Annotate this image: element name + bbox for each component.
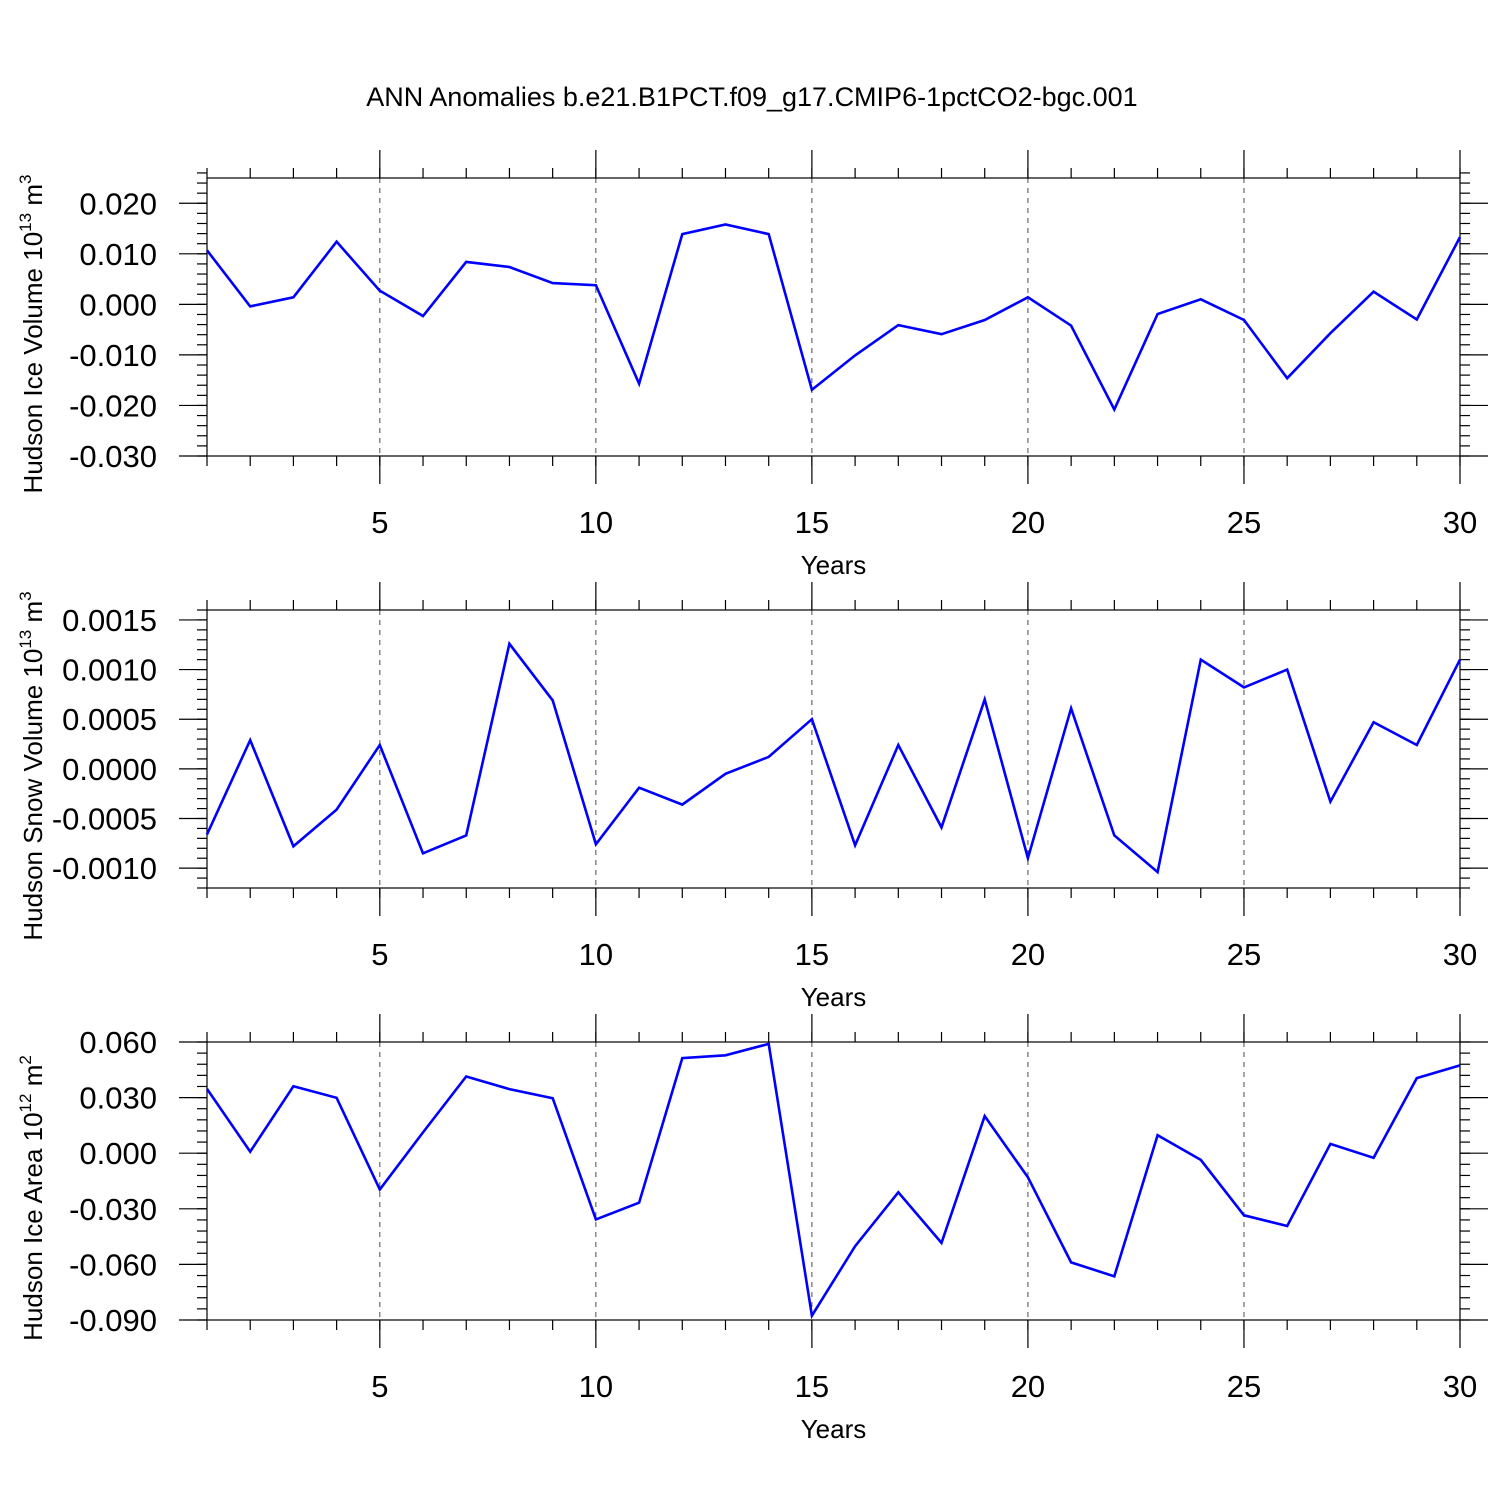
- x-tick-label: 15: [795, 1369, 829, 1404]
- x-tick-label: 5: [371, 1369, 388, 1404]
- y-tick-label: 0.0015: [62, 603, 157, 638]
- x-tick-label: 30: [1443, 1369, 1477, 1404]
- y-tick-label: -0.0010: [52, 851, 157, 886]
- y-tick-label: -0.010: [69, 338, 157, 373]
- y-tick-label: 0.000: [79, 1136, 157, 1171]
- x-tick-label: 25: [1227, 505, 1261, 540]
- chart-panel-1: -0.030 -0.020 -0.010 0.000 0.010 0.020 5 10 15 20…: [16, 150, 1488, 580]
- y-tick-label: 0.010: [79, 237, 157, 272]
- x-tick-label: 10: [579, 1369, 613, 1404]
- y-tick-label: 0.020: [79, 186, 157, 221]
- x-tick-label: 30: [1443, 937, 1477, 972]
- x-tick-label: 15: [795, 937, 829, 972]
- y-tick-label: -0.020: [69, 388, 157, 423]
- x-tick-label: 20: [1011, 1369, 1045, 1404]
- y-tick-label: 0.0010: [62, 653, 157, 688]
- series-line: [205, 640, 1462, 875]
- x-tick-label: 20: [1011, 505, 1045, 540]
- y-axis-title: Hudson Ice Volume 1013 m3: [16, 175, 48, 494]
- y-tick-label: 0.0005: [62, 702, 157, 737]
- panels: -0.030 -0.020 -0.010 0.000 0.010 0.020 5 10 15 20…: [16, 150, 1488, 1444]
- x-tick-label: 10: [579, 937, 613, 972]
- chart-panel-3: -0.090 -0.060 -0.030 0.000 0.030 0.060 5 10 15 20…: [16, 1014, 1488, 1444]
- x-axis-title: Years: [801, 1414, 867, 1444]
- plot-frame: [206, 177, 1461, 457]
- y-tick-label: 0.060: [79, 1025, 157, 1060]
- y-tick-label: -0.090: [69, 1303, 157, 1338]
- y-tick-label: 0.000: [79, 287, 157, 322]
- x-axis-title: Years: [801, 550, 867, 580]
- chart-panel-2: -0.0010 -0.0005 0.0000 0.0005 0.0010 0.0015 5 1…: [16, 582, 1488, 1012]
- y-axis-title: Hudson Ice Area 1012 m2: [16, 1055, 48, 1341]
- x-tick-label: 15: [795, 505, 829, 540]
- figure-title: ANN Anomalies b.e21.B1PCT.f09_g17.CMIP6-…: [366, 82, 1137, 112]
- x-axis-title: Years: [801, 982, 867, 1012]
- y-tick-label: 0.0000: [62, 752, 157, 787]
- x-tick-label: 25: [1227, 937, 1261, 972]
- series-line: [205, 1042, 1461, 1320]
- plot-frame: [206, 1041, 1461, 1321]
- y-tick-label: 0.030: [79, 1081, 157, 1116]
- y-tick-label: -0.060: [69, 1247, 157, 1282]
- x-tick-label: 30: [1443, 505, 1477, 540]
- x-tick-label: 25: [1227, 1369, 1261, 1404]
- x-tick-label: 20: [1011, 937, 1045, 972]
- y-tick-label: -0.030: [69, 439, 157, 474]
- x-tick-label: 5: [371, 505, 388, 540]
- y-tick-label: -0.0005: [52, 802, 157, 837]
- y-axis-title: Hudson Snow Volume 1013 m3: [16, 591, 48, 940]
- y-tick-label: -0.030: [69, 1192, 157, 1227]
- x-tick-label: 5: [371, 937, 388, 972]
- x-tick-label: 10: [579, 505, 613, 540]
- series-line: [205, 223, 1462, 413]
